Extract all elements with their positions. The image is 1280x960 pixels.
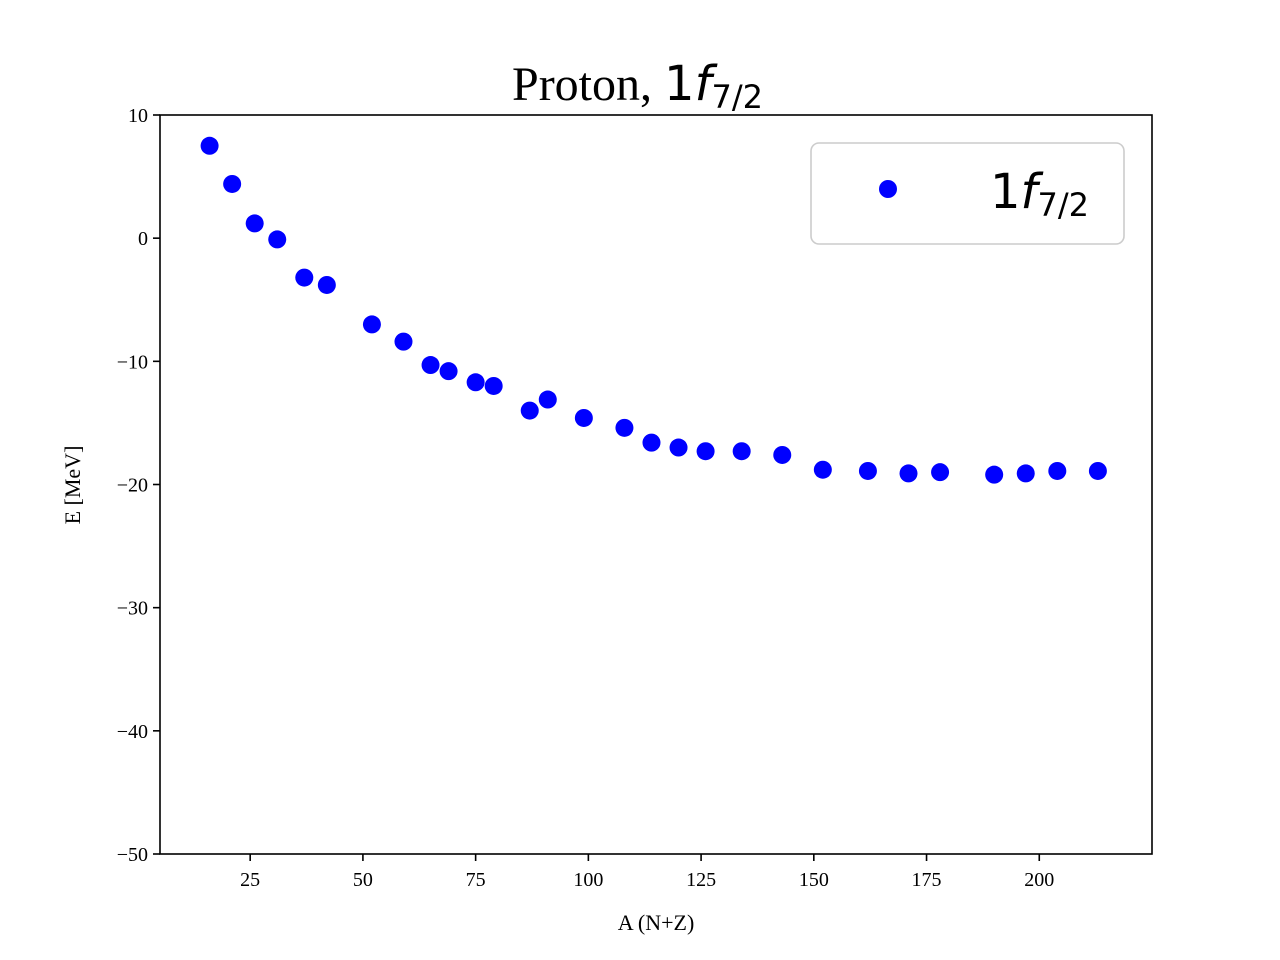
data-point: [421, 356, 440, 375]
y-axis: 10 0 −10 −20 −30 −40 −50: [117, 105, 160, 866]
data-point: [439, 362, 458, 381]
chart-title-math-base: 1: [664, 56, 695, 112]
data-point: [484, 376, 503, 395]
data-point: [268, 230, 287, 249]
data-point: [295, 268, 314, 287]
data-point: [858, 461, 877, 480]
data-point: [223, 174, 242, 193]
x-tick-label: 200: [1024, 869, 1054, 891]
chart-title-text: Proton,: [512, 58, 664, 111]
legend-marker: [879, 180, 897, 198]
data-point: [200, 136, 219, 155]
y-tick-label: 10: [128, 105, 148, 127]
chart-title-math-sub: 7/2: [711, 78, 763, 116]
x-tick-label: 100: [573, 869, 603, 891]
x-tick-label: 50: [353, 869, 373, 891]
data-point: [696, 442, 715, 461]
legend-label-base: 1: [990, 164, 1021, 220]
x-axis-label: A (N+Z): [618, 910, 695, 935]
data-point: [1048, 461, 1067, 480]
data-point: [317, 275, 336, 294]
y-tick-label: −10: [117, 351, 148, 373]
data-point: [574, 408, 593, 427]
chart-title: Proton, 1f7/2: [512, 56, 763, 116]
y-tick-label: −50: [117, 844, 148, 866]
data-points: [200, 136, 1107, 484]
data-point: [813, 460, 832, 479]
data-point: [394, 332, 413, 351]
data-point: [669, 438, 688, 457]
data-point: [773, 445, 792, 464]
y-tick-label: −20: [117, 475, 148, 497]
data-point: [362, 315, 381, 334]
x-tick-label: 75: [466, 869, 486, 891]
data-point: [899, 464, 918, 483]
legend-label: 1f7/2: [990, 164, 1089, 224]
x-tick-label: 25: [240, 869, 260, 891]
data-point: [985, 465, 1004, 484]
x-tick-label: 175: [912, 869, 942, 891]
data-point: [1088, 461, 1107, 480]
legend-label-sub: 7/2: [1037, 186, 1089, 224]
data-point: [538, 390, 557, 409]
data-point: [466, 373, 485, 392]
data-point: [245, 214, 264, 233]
x-tick-label: 125: [686, 869, 716, 891]
data-point: [1016, 464, 1035, 483]
data-point: [615, 418, 634, 437]
y-tick-label: −30: [117, 598, 148, 620]
data-point: [732, 442, 751, 461]
x-axis: 25 50 75 100 125 150 175 200: [240, 854, 1054, 891]
y-tick-label: 0: [138, 228, 148, 250]
x-tick-label: 150: [799, 869, 829, 891]
legend-frame: [810, 142, 1125, 245]
data-point: [931, 463, 950, 482]
y-tick-label: −40: [117, 721, 148, 743]
data-point: [520, 401, 539, 420]
y-axis-label: E [MeV]: [60, 446, 85, 525]
legend: 1f7/2: [810, 142, 1125, 245]
data-point: [642, 433, 661, 452]
